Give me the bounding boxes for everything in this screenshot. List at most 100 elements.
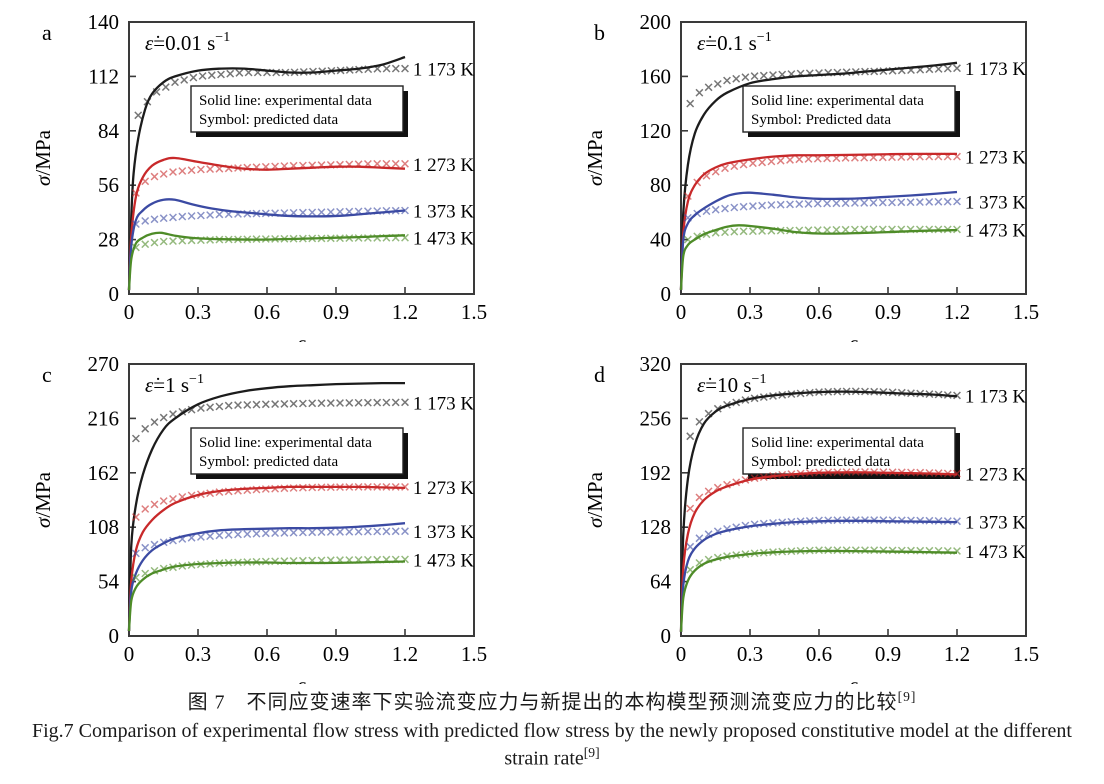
strain-rate-title: ε̇=10 s−1 <box>697 372 766 397</box>
x-tick-label: 0.6 <box>806 642 832 666</box>
chart-svg: d 0 64 128 192 256 320 0 0.3 0.6 0.9 1.2 1.5 σ/MPa ε ε̇… <box>583 352 1039 697</box>
chart-svg: a 0 28 56 84 112 140 0 0.3 0.6 0.9 1.2 1.5 σ/MPa ε ε̇=0… <box>31 10 487 355</box>
y-tick-label: 0 <box>661 282 672 306</box>
x-tick-label: 0.3 <box>185 642 211 666</box>
y-tick-label: 270 <box>88 352 120 376</box>
line-series-1473K <box>127 231 406 291</box>
y-axis-label: σ/MPa <box>583 471 607 528</box>
line-series-1273K <box>127 485 406 632</box>
line-series-1373K <box>679 519 958 632</box>
temperature-label: 1 373 K <box>965 193 1027 214</box>
y-tick-label: 40 <box>650 228 671 252</box>
x-tick-label: 1.5 <box>1013 300 1039 324</box>
y-tick-label: 0 <box>661 624 672 648</box>
subplot-grid: a 0 28 56 84 112 140 0 0.3 0.6 0.9 1.2 1.5 σ/MPa ε ε̇=0… <box>0 2 1104 697</box>
caption-chinese-text: 图 7 不同应变速率下实验流变应力与新提出的本构模型预测流变应力的比较 <box>187 691 898 714</box>
temperature-label: 1 173 K <box>413 60 475 81</box>
temperature-label: 1 273 K <box>965 148 1027 169</box>
temperature-label: 1 373 K <box>413 201 475 222</box>
temperature-label: 1 473 K <box>965 220 1027 241</box>
legend-box <box>742 85 956 133</box>
y-tick-label: 84 <box>98 119 120 143</box>
x-tick-label: 0 <box>676 642 687 666</box>
strain-rate-title: ε̇=0.01 s−1 <box>145 30 230 55</box>
x-tick-label: 1.5 <box>461 642 487 666</box>
x-tick-label: 0 <box>124 642 135 666</box>
y-tick-label: 0 <box>109 624 120 648</box>
panel-letter: c <box>42 362 52 387</box>
temperature-label: 1 373 K <box>413 522 475 543</box>
y-tick-label: 200 <box>640 10 672 34</box>
figure-caption: 图 7 不同应变速率下实验流变应力与新提出的本构模型预测流变应力的比较[9] F… <box>0 688 1104 771</box>
caption-english-text: Fig.7 Comparison of experimental flow st… <box>32 719 1072 770</box>
y-tick-label: 108 <box>88 515 120 539</box>
chart-svg: b 0 40 80 120 160 200 0 0.3 0.6 0.9 1.2 1.5 σ/MPa ε ε̇=… <box>583 10 1039 355</box>
symbol-series-1273K <box>131 482 409 522</box>
temperature-label: 1 273 K <box>413 478 475 499</box>
line-series-1173K <box>679 390 958 632</box>
temperature-label: 1 373 K <box>965 512 1027 533</box>
x-tick-label: 0.9 <box>875 300 901 324</box>
panel-letter: a <box>42 20 52 45</box>
symbol-series-1273K <box>131 159 409 197</box>
line-series-1373K <box>127 198 406 291</box>
temperature-label: 1 173 K <box>965 59 1027 80</box>
legend-line: Solid line: experimental data <box>751 435 924 451</box>
y-axis-label: σ/MPa <box>583 129 607 186</box>
legend-line: Symbol: predicted data <box>199 112 338 128</box>
temperature-label: 1 173 K <box>965 386 1027 407</box>
strain-rate-title: ε̇=1 s−1 <box>145 372 204 397</box>
plot-frame <box>680 363 1027 637</box>
symbol-series-1373K <box>131 527 409 558</box>
y-tick-label: 162 <box>88 461 120 485</box>
symbol-series-1173K <box>131 398 409 443</box>
plot-frame <box>680 21 1027 295</box>
line-series-1473K <box>679 224 958 290</box>
x-tick-label: 1.5 <box>1013 642 1039 666</box>
y-tick-label: 120 <box>640 119 672 143</box>
x-tick-label: 0.6 <box>254 642 280 666</box>
line-series-1473K <box>679 549 958 632</box>
x-tick-label: 1.2 <box>392 300 418 324</box>
y-tick-label: 140 <box>88 10 120 34</box>
temperature-label: 1 273 K <box>965 465 1027 486</box>
x-tick-label: 0.9 <box>875 642 901 666</box>
y-tick-label: 28 <box>98 228 119 252</box>
y-tick-label: 112 <box>88 64 119 88</box>
line-series-1173K <box>127 55 406 291</box>
x-tick-label: 1.2 <box>944 642 970 666</box>
x-axis-label: ε <box>297 331 306 342</box>
line-series-1373K <box>127 522 406 632</box>
caption-chinese: 图 7 不同应变速率下实验流变应力与新提出的本构模型预测流变应力的比较[9] <box>0 688 1104 716</box>
y-tick-label: 256 <box>640 406 672 430</box>
y-tick-label: 64 <box>650 570 672 594</box>
y-tick-label: 192 <box>640 461 672 485</box>
subplot-d: d 0 64 128 192 256 320 0 0.3 0.6 0.9 1.2 1.5 σ/MPa ε ε̇… <box>566 344 1104 697</box>
temperature-label: 1 273 K <box>413 155 475 176</box>
x-tick-label: 0.6 <box>806 300 832 324</box>
plot-frame <box>128 21 475 295</box>
x-tick-label: 1.5 <box>461 300 487 324</box>
x-tick-label: 0 <box>124 300 135 324</box>
line-series-1473K <box>127 560 406 632</box>
y-tick-label: 80 <box>650 173 671 197</box>
line-series-1373K <box>679 190 958 290</box>
symbol-series-1173K <box>686 64 961 108</box>
line-series-1173K <box>127 381 405 632</box>
caption-english-ref: [9] <box>583 744 600 760</box>
x-tick-label: 0.3 <box>737 642 763 666</box>
x-tick-label: 0.3 <box>737 300 763 324</box>
legend-line: Symbol: predicted data <box>199 454 338 470</box>
legend-line: Solid line: experimental data <box>199 435 372 451</box>
y-tick-label: 56 <box>98 173 119 197</box>
subplot-a: a 0 28 56 84 112 140 0 0.3 0.6 0.9 1.2 1.5 σ/MPa ε ε̇=0… <box>14 2 554 355</box>
panel-letter: d <box>594 362 605 387</box>
y-tick-label: 128 <box>640 515 672 539</box>
x-axis-label: ε <box>849 331 858 342</box>
y-tick-label: 160 <box>640 64 672 88</box>
strain-rate-title: ε̇=0.1 s−1 <box>697 30 772 55</box>
legend-line: Symbol: Predicted data <box>751 112 891 128</box>
subplot-b: b 0 40 80 120 160 200 0 0.3 0.6 0.9 1.2 1.5 σ/MPa ε ε̇=… <box>566 2 1104 355</box>
line-series-1273K <box>127 156 406 291</box>
